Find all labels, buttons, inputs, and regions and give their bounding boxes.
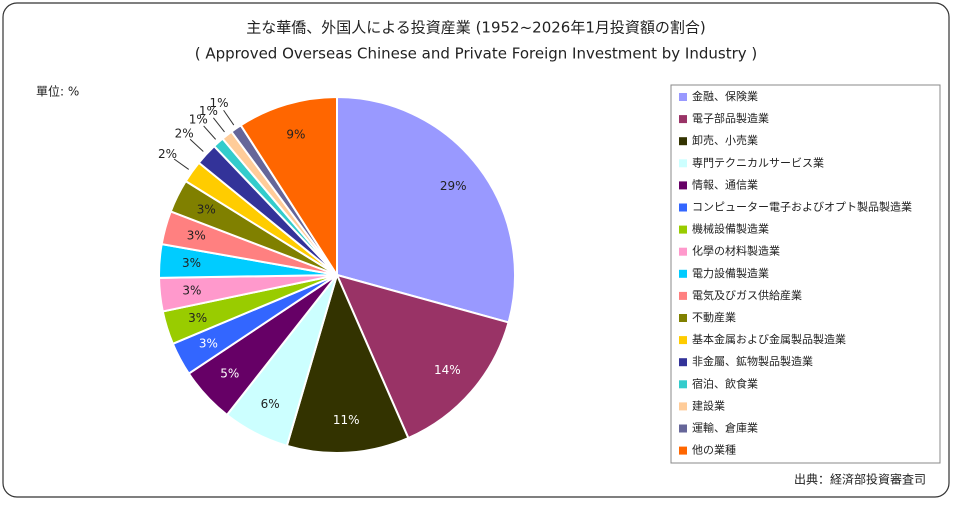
legend-swatch [679, 225, 687, 234]
legend-label: 非金屬、鉱物製品製造業 [692, 354, 813, 368]
data-label: 2% [158, 147, 177, 161]
data-label: 3% [199, 336, 218, 350]
legend-label: 卸売、小売業 [692, 133, 758, 147]
legend-swatch [679, 446, 687, 455]
legend-swatch [679, 203, 687, 212]
legend-swatch [679, 93, 687, 101]
legend-label: 化學の材料製造業 [692, 244, 780, 258]
unit-label: 單位: % [36, 84, 79, 99]
data-label: 2% [175, 126, 194, 140]
legend-label: 運輸、倉庫業 [692, 421, 758, 435]
legend-swatch [679, 115, 687, 124]
legend-label: 専門テクニカルサービス業 [692, 156, 824, 169]
leader-line [173, 158, 190, 170]
legend-label: 宿泊、飲食業 [692, 376, 758, 390]
pie-slice [335, 273, 510, 440]
leader-line [189, 138, 204, 152]
data-label: 11% [333, 413, 360, 427]
data-label: 3% [182, 284, 201, 298]
data-label: 1% [210, 96, 229, 110]
data-label: 29% [440, 179, 467, 193]
legend-swatch [679, 291, 687, 300]
data-label: 1% [199, 104, 218, 118]
data-label: 3% [187, 229, 206, 243]
legend-label: 不動産業 [692, 310, 736, 324]
data-label: 3% [182, 256, 201, 270]
legend-swatch [679, 336, 687, 345]
legend-label: 情報、通信業 [692, 178, 758, 191]
pie-slice [239, 95, 338, 279]
legend-swatch [679, 424, 687, 433]
data-label: 3% [197, 203, 216, 217]
legend-label: 他の業種 [692, 443, 736, 457]
data-label: 6% [261, 397, 280, 411]
legend-label: 電気及びガス供給産業 [692, 288, 802, 302]
legend-swatch [679, 358, 687, 367]
leader-line [223, 109, 235, 126]
leader-line [203, 125, 217, 140]
legend-swatch [679, 247, 687, 256]
legend-label: 電力設備製造業 [692, 266, 769, 280]
pie-slice [285, 272, 410, 454]
legend-label: コンピューター電子およびオプト製品製造業 [692, 200, 912, 214]
legend-label: 基本金属および金属製品製造業 [692, 332, 846, 346]
legend-label: 金融、保険業 [692, 89, 758, 103]
data-label: 3% [188, 311, 207, 325]
legend-swatch [679, 402, 687, 411]
chart-title: 主な華僑、外国人による投資産業 (1952~2026年1月投資額の割合) [246, 19, 705, 37]
legend-swatch [679, 314, 687, 322]
legend-swatch [679, 181, 687, 190]
legend-swatch [679, 269, 687, 278]
data-label: 9% [286, 127, 305, 141]
pie-slice [336, 95, 516, 324]
data-label: 1% [189, 112, 208, 126]
legend-swatch [679, 380, 687, 389]
legend-label: 建設業 [692, 398, 725, 412]
data-label: 5% [220, 367, 239, 381]
legend-label: 機械設備製造業 [692, 222, 769, 236]
legend-swatch [679, 137, 687, 146]
source-note: 出典：経済部投資審査司 [794, 472, 926, 487]
chart-subtitle: ( Approved Overseas Chinese and Private … [195, 45, 758, 63]
legend-box [670, 84, 941, 464]
data-label: 14% [434, 363, 461, 377]
legend-swatch [679, 159, 687, 168]
leader-line [212, 117, 225, 133]
legend-label: 電子部品製造業 [692, 111, 769, 125]
